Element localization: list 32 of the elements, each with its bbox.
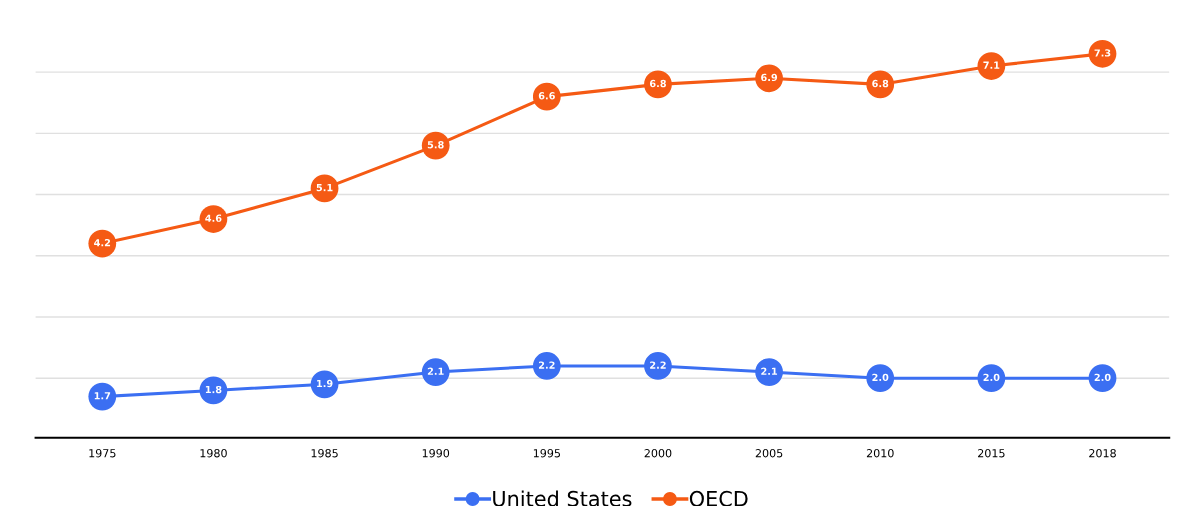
data-label: 5.8: [427, 141, 444, 149]
data-label: 6.9: [761, 73, 778, 82]
data-label: 2.0: [872, 373, 889, 382]
x-tick-label: 2015: [978, 449, 1005, 458]
legend-label: OECD: [689, 490, 748, 506]
data-label: 2.0: [1094, 373, 1111, 382]
data-label: 6.6: [538, 92, 555, 100]
data-label: 5.1: [316, 184, 333, 192]
data-label: 1.8: [205, 385, 222, 394]
data-label: 1.7: [94, 392, 111, 400]
x-tick-label: 1985: [311, 449, 338, 458]
data-label: 2.2: [538, 361, 555, 369]
x-tick-label: 1975: [89, 449, 116, 458]
x-tick-label: 2018: [1089, 449, 1116, 458]
data-label: 7.3: [1094, 49, 1111, 57]
data-label: 2.1: [427, 367, 444, 375]
data-label: 1.9: [317, 379, 333, 388]
data-label: 6.8: [872, 79, 889, 88]
data-label: 7.1: [983, 61, 1000, 69]
legend-label: United States: [493, 490, 632, 506]
data-label: 2.0: [983, 373, 1000, 382]
x-tick-label: 1980: [200, 449, 227, 458]
x-tick-label: 2000: [644, 449, 672, 458]
data-label: 6.8: [649, 79, 666, 88]
data-label: 2.1: [761, 367, 778, 375]
data-label: 4.2: [94, 239, 111, 247]
x-tick-label: 2005: [755, 449, 783, 458]
data-label: 2.2: [650, 361, 666, 369]
x-tick-label: 2010: [866, 449, 894, 458]
data-label: 4.6: [205, 214, 222, 222]
x-tick-label: 1990: [422, 449, 450, 458]
x-tick-label: 1995: [533, 449, 560, 458]
